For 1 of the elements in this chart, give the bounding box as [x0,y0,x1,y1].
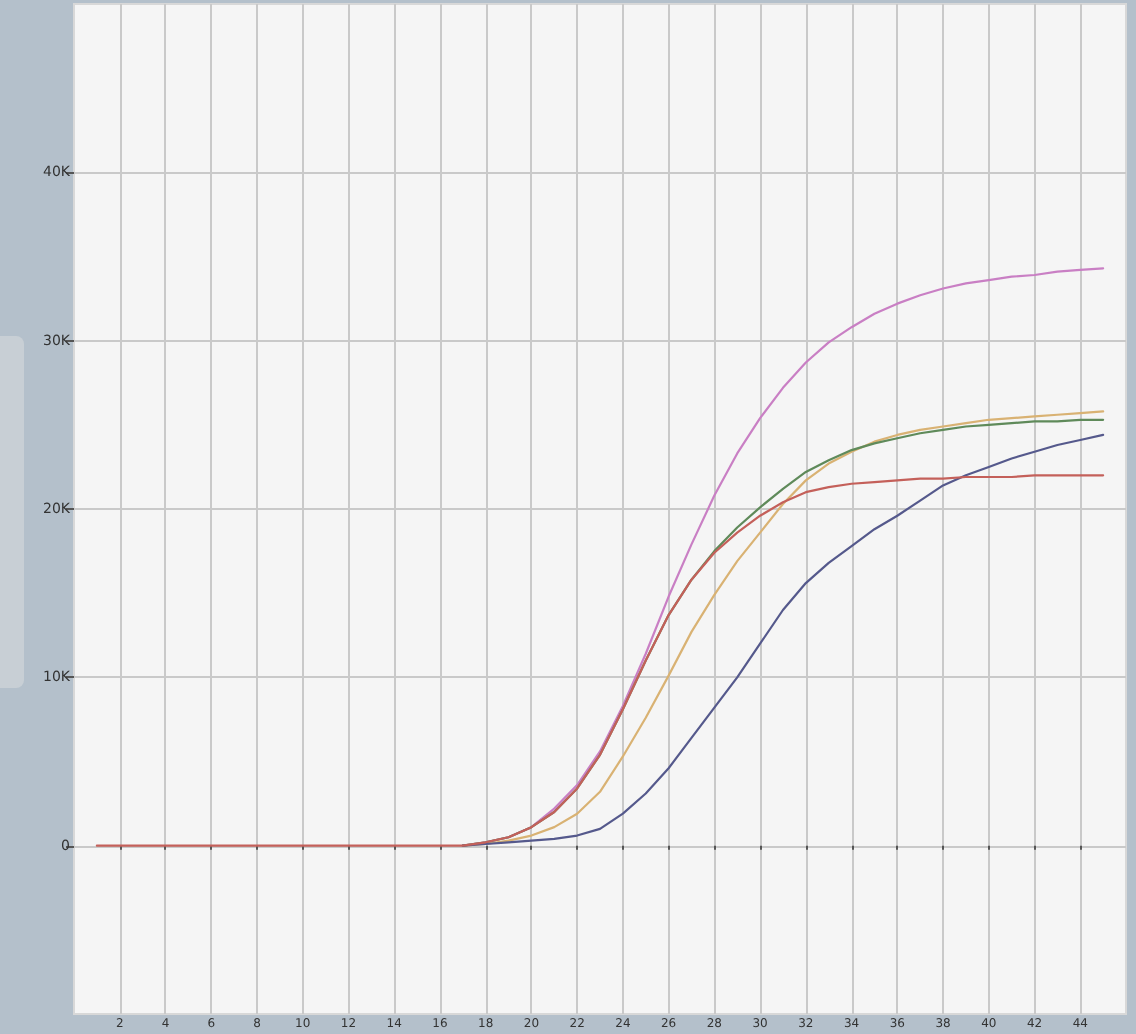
line-series [95,474,1105,847]
